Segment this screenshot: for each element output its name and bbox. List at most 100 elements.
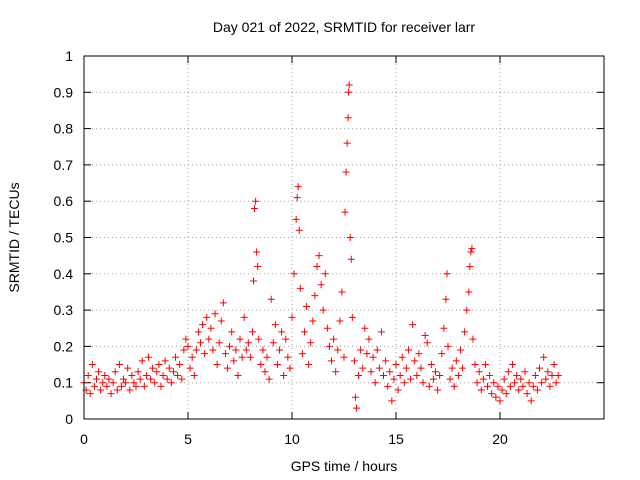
data-point <box>161 357 169 365</box>
data-point <box>103 382 111 390</box>
data-point <box>205 335 213 343</box>
data-point <box>352 404 360 412</box>
data-point <box>90 382 98 390</box>
data-point <box>307 339 315 347</box>
data-point <box>459 364 467 372</box>
data-point <box>278 328 286 336</box>
data-point <box>178 375 186 383</box>
data-point <box>398 353 406 361</box>
data-point <box>224 364 232 372</box>
data-point <box>140 382 148 390</box>
data-point <box>367 368 375 376</box>
data-point <box>481 361 489 369</box>
y-tick-label: 0.6 <box>54 193 74 209</box>
data-point <box>330 335 338 343</box>
data-point <box>186 364 194 372</box>
data-point <box>469 335 477 343</box>
data-point <box>519 382 527 390</box>
y-tick-label: 0.1 <box>54 375 74 391</box>
data-point <box>288 313 296 321</box>
data-point <box>529 382 537 390</box>
y-tick-label: 1 <box>65 48 73 64</box>
data-point <box>442 295 450 303</box>
data-point <box>463 306 471 314</box>
data-point <box>315 252 323 260</box>
data-point <box>427 361 435 369</box>
data-point <box>334 346 342 354</box>
data-point <box>176 361 184 369</box>
data-point <box>342 168 350 176</box>
data-point <box>321 270 329 278</box>
data-point <box>506 382 514 390</box>
y-tick-label: 0.3 <box>54 302 74 318</box>
data-point <box>384 382 392 390</box>
data-point <box>355 371 363 379</box>
data-point <box>396 371 404 379</box>
data-point <box>257 361 265 369</box>
data-point <box>300 328 308 336</box>
data-point <box>552 379 560 387</box>
data-point <box>421 332 429 340</box>
data-point <box>511 379 519 387</box>
data-point <box>130 379 138 387</box>
data-point <box>515 386 523 394</box>
data-point <box>232 346 240 354</box>
data-point <box>313 263 321 271</box>
data-point <box>105 375 113 383</box>
data-point <box>521 368 529 376</box>
data-point <box>438 350 446 358</box>
data-point <box>319 306 327 314</box>
data-point <box>201 350 209 358</box>
data-point <box>413 371 421 379</box>
data-point <box>390 375 398 383</box>
data-point <box>542 375 550 383</box>
data-point <box>128 371 136 379</box>
data-point <box>490 379 498 387</box>
x-tick-label: 15 <box>388 431 404 447</box>
data-point <box>404 346 412 354</box>
data-point <box>194 328 202 336</box>
data-point <box>192 346 200 354</box>
data-point <box>151 379 159 387</box>
data-point <box>411 357 419 365</box>
data-point <box>523 390 531 398</box>
data-point <box>250 277 258 285</box>
data-point <box>207 324 215 332</box>
data-point <box>332 368 340 376</box>
data-point <box>167 379 175 387</box>
data-point <box>513 371 521 379</box>
data-point <box>122 379 130 387</box>
data-point <box>92 375 100 383</box>
data-point <box>209 346 217 354</box>
data-point <box>348 313 356 321</box>
data-point <box>190 371 198 379</box>
data-point <box>365 335 373 343</box>
data-point <box>165 364 173 372</box>
data-point <box>149 364 157 372</box>
data-point <box>124 364 132 372</box>
y-tick-label: 0 <box>65 411 73 427</box>
data-point <box>113 386 121 394</box>
data-point <box>394 386 402 394</box>
data-point <box>400 379 408 387</box>
data-point <box>436 371 444 379</box>
data-point <box>450 382 458 390</box>
grid-lines <box>84 56 604 419</box>
data-point <box>263 353 271 361</box>
x-tick-label: 10 <box>284 431 300 447</box>
data-point <box>343 139 351 147</box>
data-point <box>373 346 381 354</box>
data-point <box>240 313 248 321</box>
data-point <box>248 328 256 336</box>
data-point <box>471 361 479 369</box>
data-point <box>540 353 548 361</box>
data-point <box>254 263 262 271</box>
data-point <box>392 361 400 369</box>
data-point <box>415 350 423 358</box>
data-point <box>363 350 371 358</box>
y-tick-label: 0.4 <box>54 266 74 282</box>
data-point <box>251 204 259 212</box>
x-tick-label: 20 <box>492 431 508 447</box>
data-point <box>517 375 525 383</box>
